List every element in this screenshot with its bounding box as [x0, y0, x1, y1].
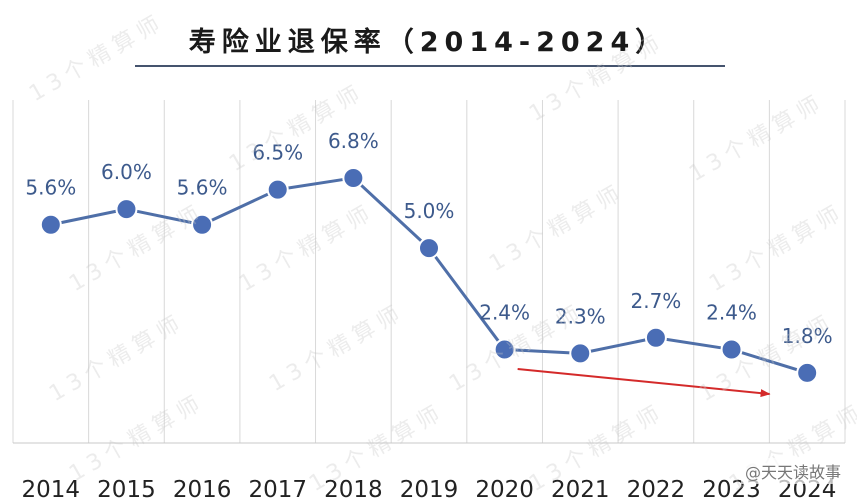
data-label-2016: 5.6%	[177, 176, 228, 200]
grid-lines	[12, 100, 846, 444]
data-point-2019	[418, 237, 440, 260]
data-label-2023: 2.4%	[706, 300, 757, 324]
data-point-2021	[569, 342, 592, 365]
data-point-2024	[796, 361, 819, 384]
data-label-2014: 5.6%	[25, 176, 76, 200]
x-tick-label-2014: 2014	[22, 477, 81, 500]
data-points	[39, 166, 819, 384]
x-tick-labels: 2014 2015 2016 2017 2018 2019 2020 2021 2022 2023…	[22, 477, 837, 500]
x-tick-label-2022: 2022	[627, 477, 686, 500]
data-label-2021: 2.3%	[555, 304, 606, 328]
source-tag: @天天读故事	[740, 458, 845, 484]
data-label-2024: 1.8%	[782, 324, 833, 348]
data-label-2017: 6.5%	[252, 141, 303, 165]
data-point-2017	[266, 178, 289, 201]
data-label-2022: 2.7%	[631, 289, 682, 313]
x-tick-label-2015: 2015	[97, 477, 156, 500]
x-tick-label-2020: 2020	[475, 477, 534, 500]
x-tick-label-2018: 2018	[324, 477, 383, 500]
trend-arrow	[517, 368, 771, 398]
data-label-2020: 2.4%	[479, 300, 530, 324]
title-underline	[135, 65, 725, 67]
data-label-2019: 5.0%	[404, 199, 455, 223]
data-point-2014	[39, 213, 62, 236]
data-label-2018: 6.8%	[328, 129, 379, 153]
trend-arrow-line	[517, 368, 771, 398]
data-point-2023	[720, 338, 743, 361]
x-tick-label-2019: 2019	[400, 477, 459, 500]
data-point-2018	[342, 166, 365, 189]
data-point-2020	[493, 338, 516, 361]
x-tick-label-2021: 2021	[551, 477, 610, 500]
data-point-2016	[191, 213, 214, 236]
data-labels: 5.6% 6.0% 5.6% 6.5% 6.8% 5.0% 2.4% 2.3% 2.7% 2.4%…	[25, 129, 832, 348]
x-tick-label-2017: 2017	[248, 477, 307, 500]
data-label-2015: 6.0%	[101, 160, 152, 184]
data-point-2015	[115, 198, 138, 221]
chart-title: 寿险业退保率（2014-2024）	[188, 27, 669, 58]
data-point-2022	[644, 326, 667, 349]
x-tick-label-2016: 2016	[173, 477, 232, 500]
